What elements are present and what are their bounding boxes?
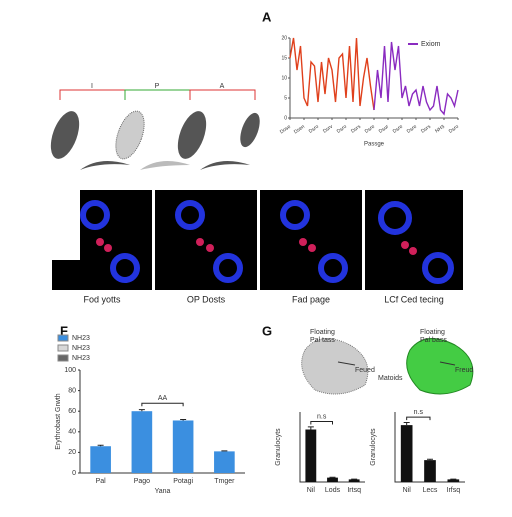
y-tick-label: 5 [284, 95, 287, 101]
panel-label: G [262, 323, 272, 338]
diagram-text: Floating [310, 329, 335, 336]
significance-bracket [407, 417, 430, 420]
y-tick-label: 100 [64, 367, 76, 374]
lineage-diagram: I P A [45, 83, 264, 170]
legend-label: NH23 [72, 345, 90, 352]
y-tick-label: 20 [68, 449, 76, 456]
x-tick-label: Irtsq [347, 487, 361, 494]
x-tick-label: Dsre [364, 124, 376, 135]
legend-swatch [58, 335, 68, 341]
panel-label: A [262, 9, 272, 24]
error-bar [180, 419, 186, 420]
legend-label: NH23 [72, 335, 90, 342]
x-tick-label: NH3 [434, 124, 446, 135]
diagram-text: Pal tass [310, 337, 335, 344]
diagram-text: Pal bass [420, 337, 447, 344]
error-bar [404, 423, 410, 426]
x-tick-label: Lods [325, 487, 341, 494]
micrograph-caption: Fod yotts [83, 294, 121, 304]
error-bar [221, 451, 227, 452]
bar [173, 420, 194, 473]
x-tick-label: Nil [307, 487, 316, 494]
y-tick-label: 0 [72, 470, 76, 477]
y-tick-label: 15 [281, 55, 287, 61]
bar [349, 479, 360, 482]
x-tick-label: Tmger [214, 478, 235, 485]
x-tick-label: Pago [134, 478, 150, 485]
annotation: n.s [414, 409, 424, 416]
diagram-text: Freud [455, 367, 473, 374]
bar [401, 425, 413, 482]
diagram-text: Floating [420, 329, 445, 336]
error-bar [427, 459, 433, 460]
bar [132, 411, 153, 473]
y-tick-label: 0 [284, 115, 287, 121]
x-tick-label: Dsrs [420, 124, 432, 135]
significance-bracket [142, 403, 183, 406]
error-bar [98, 445, 104, 446]
y-tick-label: 80 [68, 387, 76, 394]
bar [214, 451, 235, 473]
x-tick-label: Dsrs [350, 124, 362, 135]
x-tick-label: Dsro [448, 124, 460, 135]
x-tick-label: Dose [279, 124, 292, 136]
annotation: AA [158, 395, 168, 402]
legend-label: NH23 [72, 355, 90, 362]
legend-label: Exiom [421, 41, 441, 48]
y-axis-label: Granulocyts [275, 428, 282, 466]
cell-diagrams: Floating Pal tass Feued Floating Pal bas… [302, 329, 474, 394]
y-tick-label: 10 [281, 75, 287, 81]
y-tick-label: 40 [68, 429, 76, 436]
x-tick-label: Lecs [423, 487, 438, 494]
error-bar [308, 427, 314, 430]
micrograph-caption: LCf Ced tecing [384, 294, 444, 304]
x-tick-label: Dsro [336, 124, 348, 135]
diagram-text: Feued [355, 367, 375, 374]
bar [424, 460, 436, 482]
x-tick-label: Dsre [392, 124, 404, 135]
x-tick-label: Pal [96, 478, 107, 485]
x-tick-label: Nil [403, 487, 412, 494]
micrographs: Fod yotts OP Dosts Fad page LCf Ced teci… [52, 190, 463, 304]
diagram-text: Matoids [378, 375, 403, 382]
x-tick-label: Dsen [293, 124, 306, 136]
data-line [374, 42, 458, 114]
significance-bracket [311, 422, 333, 425]
x-axis-label: Yana [155, 488, 171, 495]
error-bar [139, 410, 145, 412]
bracket-label: I [91, 83, 93, 90]
annotation: n.s [317, 413, 327, 420]
legend-swatch [58, 355, 68, 361]
bar [448, 479, 460, 482]
x-tick-label: Dsur [378, 124, 390, 135]
x-axis-label: Passge [364, 142, 385, 148]
legend-swatch [58, 345, 68, 351]
micrograph-caption: Fad page [292, 294, 330, 304]
y-tick-label: 60 [68, 408, 76, 415]
x-tick-label: Potagi [173, 478, 193, 485]
y-tick-label: 20 [281, 35, 287, 41]
micrograph-caption: OP Dosts [187, 294, 226, 304]
x-tick-label: Dsro [308, 124, 320, 135]
bar [327, 478, 338, 482]
y-axis-label: Granulocyts [370, 428, 377, 466]
bracket-label: A [220, 83, 225, 90]
x-tick-label: Dsre [406, 124, 418, 135]
data-line [290, 38, 374, 110]
bar [90, 446, 111, 473]
x-tick-label: Irfsq [447, 487, 461, 494]
x-tick-label: Dsrv [322, 124, 334, 135]
bracket-label: P [155, 83, 160, 90]
y-axis-label: Erythrobast Grwth [55, 393, 62, 450]
bar [305, 430, 316, 483]
